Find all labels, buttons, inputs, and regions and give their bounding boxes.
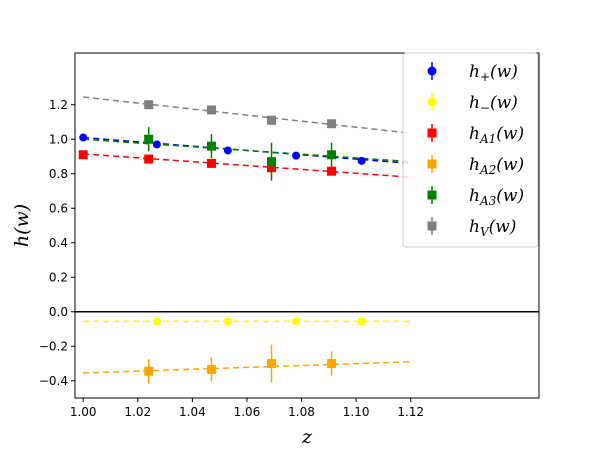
y-tick-label: 0.8 bbox=[49, 167, 68, 181]
legend-label-a3: hA3(w) bbox=[469, 186, 524, 208]
x-tick-label: 1.08 bbox=[288, 405, 315, 419]
data-point-plus bbox=[357, 156, 366, 165]
data-point-plus bbox=[152, 140, 161, 149]
x-axis-ticks: 1.00 1.02 1.04 1.06 1.08 1.10 1.12 bbox=[70, 398, 424, 419]
data-point-v bbox=[327, 119, 337, 129]
data-point-minus bbox=[292, 317, 301, 326]
data-point-a1 bbox=[327, 166, 337, 176]
x-tick-label: 1.00 bbox=[70, 405, 97, 419]
fit-line-a2 bbox=[83, 361, 411, 374]
data-point-a2 bbox=[327, 359, 337, 368]
data-point-v bbox=[206, 105, 216, 115]
y-tick-label: −0.4 bbox=[39, 374, 68, 388]
legend-label-v: hV(w) bbox=[469, 217, 516, 239]
x-tick-label: 1.10 bbox=[343, 405, 370, 419]
data-point-a3 bbox=[267, 157, 277, 167]
data-point-minus bbox=[357, 317, 366, 326]
y-axis-label: h(w) bbox=[11, 204, 33, 247]
x-tick-label: 1.02 bbox=[124, 405, 151, 419]
fit-line-v bbox=[83, 96, 411, 134]
legend-marker-a2 bbox=[427, 159, 437, 169]
legend: h+(w) h−(w) hA1(w) hA2(w) hA3(w) hV(w) bbox=[402, 52, 539, 248]
data-point-plus bbox=[79, 133, 88, 142]
data-point-a2 bbox=[144, 366, 154, 376]
legend-marker-a1 bbox=[427, 128, 437, 138]
fit-line-a1 bbox=[83, 153, 411, 178]
legend-label-minus: h−(w) bbox=[469, 93, 518, 115]
data-point-minus bbox=[223, 317, 232, 326]
data-point-v bbox=[144, 100, 154, 110]
legend-marker-minus bbox=[427, 97, 437, 107]
y-tick-label: 1.2 bbox=[49, 98, 68, 112]
data-point-a1 bbox=[78, 150, 88, 160]
y-tick-label: 1.0 bbox=[49, 132, 68, 146]
legend-box bbox=[402, 52, 539, 248]
legend-marker-v bbox=[427, 221, 437, 231]
data-point-v bbox=[267, 115, 277, 125]
data-point-a3 bbox=[327, 150, 337, 160]
y-tick-label: 0.4 bbox=[49, 236, 68, 250]
data-points bbox=[78, 100, 366, 384]
y-tick-label: 0.6 bbox=[49, 201, 68, 215]
y-tick-label: 0.0 bbox=[49, 305, 68, 319]
plot-frame bbox=[74, 52, 540, 399]
fit-line-a3 bbox=[83, 138, 411, 163]
x-tick-label: 1.12 bbox=[397, 405, 424, 419]
data-point-a1 bbox=[144, 154, 154, 164]
fit-lines bbox=[83, 96, 411, 374]
data-point-a3 bbox=[206, 141, 216, 151]
legend-marker-plus bbox=[427, 66, 437, 76]
data-point-a2 bbox=[206, 365, 216, 375]
y-tick-label: −0.2 bbox=[39, 339, 68, 353]
data-point-a2 bbox=[267, 359, 277, 368]
data-point-minus bbox=[152, 317, 161, 326]
x-tick-label: 1.04 bbox=[179, 405, 206, 419]
legend-label-a2: hA2(w) bbox=[469, 155, 524, 177]
legend-label-plus: h+(w) bbox=[469, 62, 518, 84]
x-tick-label: 1.06 bbox=[234, 405, 261, 419]
data-point-plus bbox=[223, 146, 232, 155]
y-tick-label: 0.2 bbox=[49, 270, 68, 284]
data-point-a3 bbox=[144, 134, 154, 144]
y-axis-ticks: −0.4 −0.2 0.0 0.2 0.4 0.6 0.8 1.0 1.2 bbox=[39, 98, 75, 388]
legend-label-a1: hA1(w) bbox=[469, 124, 524, 146]
legend-marker-a3 bbox=[427, 190, 437, 200]
x-axis-label: z bbox=[301, 426, 313, 448]
data-point-plus bbox=[292, 151, 301, 160]
data-point-a1 bbox=[206, 158, 216, 168]
